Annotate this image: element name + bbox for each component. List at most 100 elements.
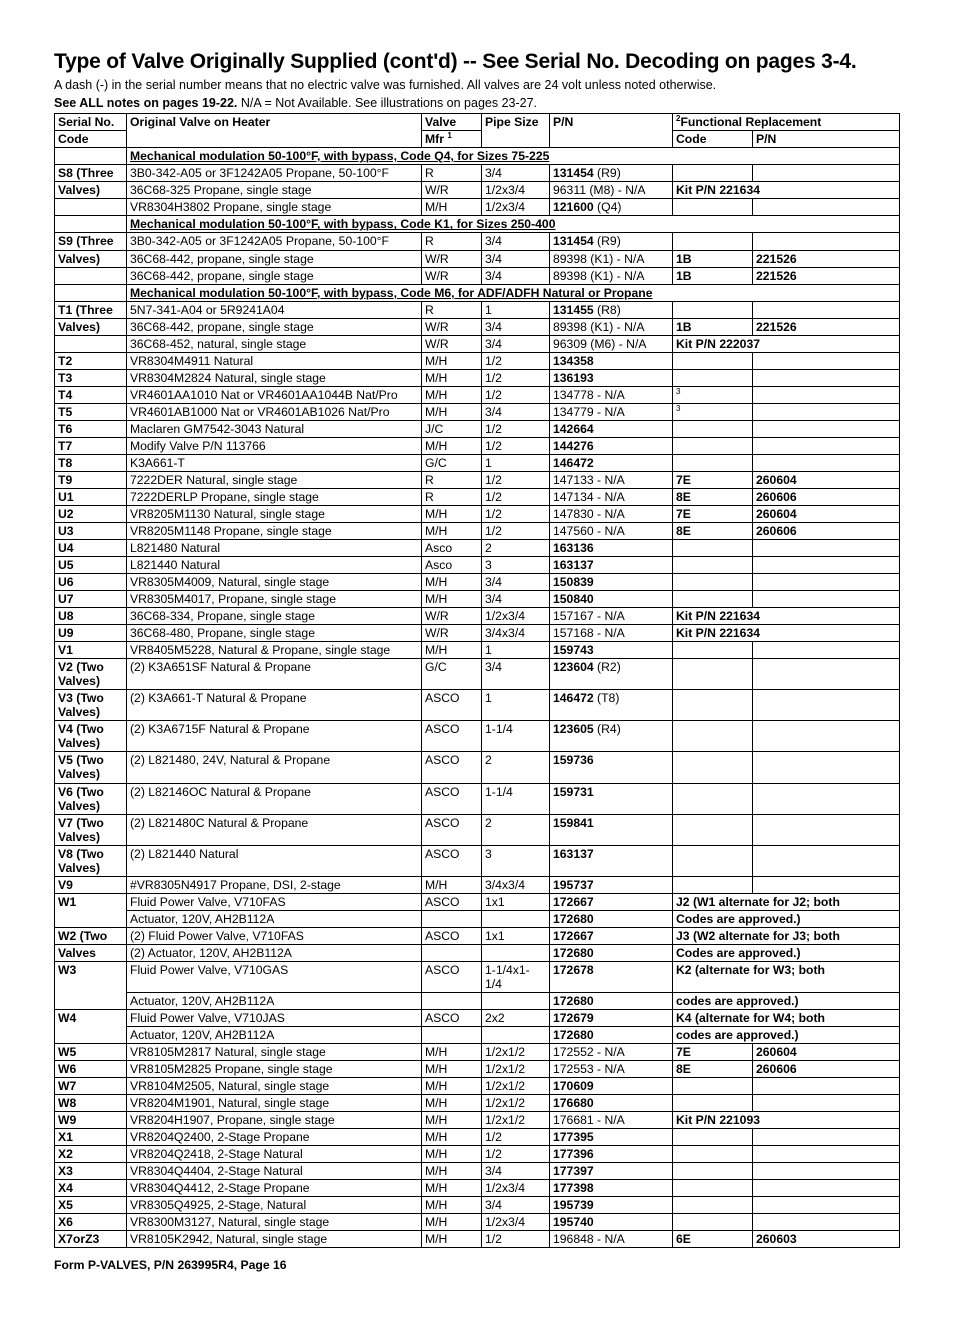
- cell-pn: 96311 (M8) - N/A: [550, 182, 673, 199]
- table-row: W4Fluid Power Valve, V710JASASCO2x217267…: [55, 1009, 900, 1026]
- cell-pn: 177397: [550, 1163, 673, 1180]
- cell-fcode: [673, 642, 753, 659]
- cell-valve: Modify Valve P/N 113766: [127, 437, 422, 454]
- cell-valve: (2) L821480C Natural & Propane: [127, 814, 422, 845]
- cell-pn: 131454 (R9): [550, 233, 673, 250]
- cell-mfr: ASCO: [422, 1009, 482, 1026]
- cell-valve: VR8305Q4925, 2-Stage, Natural: [127, 1197, 422, 1214]
- cell-pipe: 3/4: [482, 250, 550, 267]
- cell-mfr: W/R: [422, 318, 482, 335]
- table-row: Mechanical modulation 50-100°F, with byp…: [55, 216, 900, 233]
- cell-fpn: [753, 1095, 900, 1112]
- cell-valve: VR4601AA1010 Nat or VR4601AA1044B Nat/Pr…: [127, 386, 422, 403]
- cell-serial: W2 (Two: [55, 927, 127, 944]
- cell-fcode: [673, 814, 753, 845]
- cell-fcode: 8E: [673, 523, 753, 540]
- cell-serial: U8: [55, 608, 127, 625]
- cell-mfr: W/R: [422, 182, 482, 199]
- cell-pn: 136193: [550, 369, 673, 386]
- cell-serial: U7: [55, 591, 127, 608]
- cell-serial: U6: [55, 574, 127, 591]
- cell-mfr: R: [422, 471, 482, 488]
- cell-fcode: [673, 352, 753, 369]
- cell-pipe: 3/4: [482, 659, 550, 690]
- cell-pn: 172680: [550, 910, 673, 927]
- table-row: X5VR8305Q4925, 2-Stage, NaturalM/H3/4195…: [55, 1197, 900, 1214]
- cell-pn: 142664: [550, 420, 673, 437]
- table-row: Valves)36C68-442, propane, single stageW…: [55, 318, 900, 335]
- table-row: U2VR8205M1130 Natural, single stageM/H1/…: [55, 505, 900, 522]
- cell-functional-merged: Kit P/N 221634: [673, 182, 900, 199]
- cell-valve: 5N7-341-A04 or 5R9241A04: [127, 301, 422, 318]
- cell-mfr: M/H: [422, 1044, 482, 1061]
- cell-pipe: 3/4: [482, 335, 550, 352]
- cell-pipe: 1/2: [482, 437, 550, 454]
- cell-mfr: ASCO: [422, 814, 482, 845]
- table-row: U7VR8305M4017, Propane, single stageM/H3…: [55, 591, 900, 608]
- cell-fpn: [753, 301, 900, 318]
- cell-fpn: [753, 591, 900, 608]
- cell-mfr: M/H: [422, 1146, 482, 1163]
- table-row: W8VR8204M1901, Natural, single stageM/H1…: [55, 1095, 900, 1112]
- cell-valve: (2) Actuator, 120V, AH2B112A: [127, 944, 422, 961]
- cell-mfr: M/H: [422, 1129, 482, 1146]
- table-row: W3Fluid Power Valve, V710GASASCO1-1/4x1-…: [55, 961, 900, 992]
- cell-pn: 172552 - N/A: [550, 1044, 673, 1061]
- cell-pn: 170609: [550, 1078, 673, 1095]
- cell-fcode: [673, 1197, 753, 1214]
- table-row: X2VR8204Q2418, 2-Stage NaturalM/H1/21773…: [55, 1146, 900, 1163]
- table-row: Actuator, 120V, AH2B112A172680Codes are …: [55, 910, 900, 927]
- table-row: T2VR8304M4911 NaturalM/H1/2134358: [55, 352, 900, 369]
- table-row: Valves)36C68-442, propane, single stageW…: [55, 250, 900, 267]
- table-row: W2 (Two(2) Fluid Power Valve, V710FASASC…: [55, 927, 900, 944]
- cell-mfr: M/H: [422, 591, 482, 608]
- cell-fcode: [673, 1078, 753, 1095]
- cell-fcode: 8E: [673, 1061, 753, 1078]
- cell-mfr: G/C: [422, 659, 482, 690]
- cell-serial: X3: [55, 1163, 127, 1180]
- cell-pipe: [482, 1026, 550, 1043]
- cell-fpn: [753, 1214, 900, 1231]
- cell-pipe: 2: [482, 540, 550, 557]
- cell-valve: 7222DERLP Propane, single stage: [127, 488, 422, 505]
- table-row: V7 (Two Valves)(2) L821480C Natural & Pr…: [55, 814, 900, 845]
- cell-fpn: 221526: [753, 250, 900, 267]
- cell-pn: 134358: [550, 352, 673, 369]
- cell-serial: W1: [55, 893, 127, 927]
- cell-valve: (2) Fluid Power Valve, V710FAS: [127, 927, 422, 944]
- table-row: V4 (Two Valves)(2) K3A6715F Natural & Pr…: [55, 721, 900, 752]
- cell-fpn: 260603: [753, 1231, 900, 1248]
- cell-pn: 176680: [550, 1095, 673, 1112]
- table-row: U6VR8305M4009, Natural, single stageM/H3…: [55, 574, 900, 591]
- cell-mfr: [422, 910, 482, 927]
- cell-serial: X2: [55, 1146, 127, 1163]
- table-row: X3VR8304Q4404, 2-Stage NaturalM/H3/41773…: [55, 1163, 900, 1180]
- cell-fcode: [673, 721, 753, 752]
- cell-fcode: 1B: [673, 318, 753, 335]
- table-row: U5L821440 NaturalAsco3163137: [55, 557, 900, 574]
- cell-fcode: [673, 690, 753, 721]
- table-row: Actuator, 120V, AH2B112A172680codes are …: [55, 1026, 900, 1043]
- cell-pipe: 1x1: [482, 893, 550, 910]
- cell-fpn: [753, 1078, 900, 1095]
- cell-pipe: 1/2x1/2: [482, 1044, 550, 1061]
- cell-functional-merged: Kit P/N 222037: [673, 335, 900, 352]
- intro-line-2: See ALL notes on pages 19-22. N/A = Not …: [54, 96, 900, 112]
- cell-pipe: 1/2: [482, 523, 550, 540]
- cell-serial: Valves): [55, 250, 127, 267]
- table-row: X6VR8300M3127, Natural, single stageM/H1…: [55, 1214, 900, 1231]
- cell-fpn: [753, 1197, 900, 1214]
- cell-fcode: [673, 659, 753, 690]
- cell-pn: 96309 (M6) - N/A: [550, 335, 673, 352]
- table-row: T5VR4601AB1000 Nat or VR4601AB1026 Nat/P…: [55, 403, 900, 420]
- cell-pn: 157168 - N/A: [550, 625, 673, 642]
- cell-pn: 159841: [550, 814, 673, 845]
- cell-mfr: R: [422, 165, 482, 182]
- cell-pn: 172553 - N/A: [550, 1061, 673, 1078]
- cell-pipe: 1-1/4: [482, 721, 550, 752]
- cell-serial: V8 (Two Valves): [55, 845, 127, 876]
- cell-valve: Fluid Power Valve, V710JAS: [127, 1009, 422, 1026]
- cell-fcode: [673, 1214, 753, 1231]
- cell-valve: VR8304Q4404, 2-Stage Natural: [127, 1163, 422, 1180]
- cell-mfr: J/C: [422, 420, 482, 437]
